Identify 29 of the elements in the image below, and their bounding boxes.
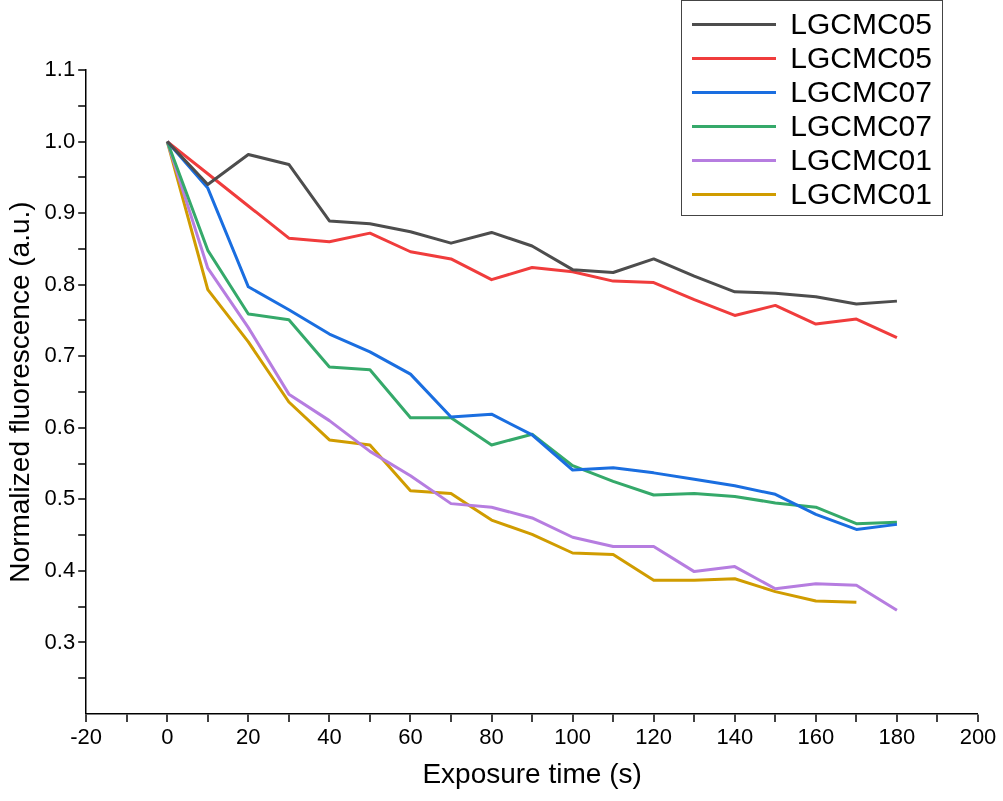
y-tick-label: 0.3 — [44, 628, 76, 654]
y-tick-label: 0.5 — [44, 485, 76, 511]
legend-label: LGCMC07 — [790, 75, 932, 109]
x-tick-label: 80 — [479, 724, 504, 750]
x-tick-label: 200 — [959, 724, 997, 750]
y-tick-label: 1.1 — [44, 56, 76, 82]
legend-label: LGCMC05 — [790, 41, 932, 75]
y-tick-label: 0.9 — [44, 199, 76, 225]
x-tick-label: 120 — [635, 724, 673, 750]
x-tick-label: 20 — [236, 724, 261, 750]
legend-label: LGCMC01 — [790, 143, 932, 177]
legend-label: LGCMC01 — [790, 177, 932, 211]
x-tick-label: 160 — [797, 724, 835, 750]
y-tick-label: 0.4 — [44, 556, 76, 582]
x-axis-title: Exposure time (s) — [422, 757, 642, 789]
x-tick-label: 60 — [398, 724, 423, 750]
y-tick-label: 1.0 — [44, 127, 76, 153]
x-tick-label: 40 — [317, 724, 342, 750]
x-tick-label: 0 — [161, 724, 174, 750]
legend-label: LGCMC05 — [790, 7, 932, 41]
legend-label: LGCMC07 — [790, 109, 932, 143]
x-tick-label: 180 — [878, 724, 916, 750]
y-tick-label: 0.8 — [44, 270, 76, 296]
y-tick-label: 0.6 — [44, 413, 76, 439]
x-tick-label: 140 — [716, 724, 754, 750]
x-tick-label: -20 — [70, 724, 103, 750]
x-tick-label: 100 — [554, 724, 591, 750]
y-axis-title: Normalized fluorescence (a.u.) — [3, 201, 35, 583]
y-tick-label: 0.7 — [44, 342, 76, 368]
